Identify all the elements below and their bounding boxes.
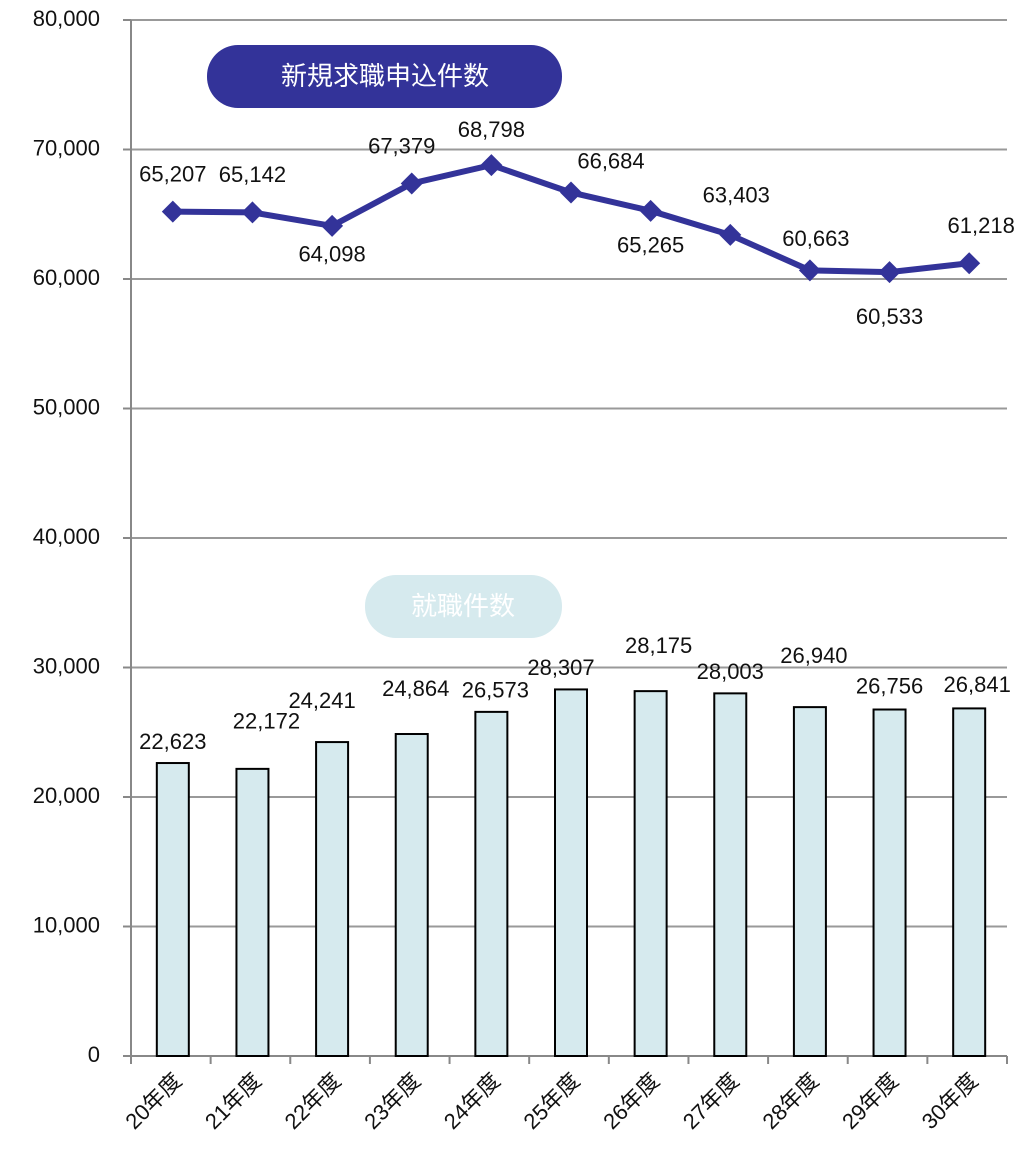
x-tick-label: 29年度 <box>837 1068 903 1134</box>
data-label: 61,218 <box>948 213 1015 238</box>
marker <box>321 214 344 237</box>
data-label: 68,798 <box>458 117 525 142</box>
x-tick-label: 22年度 <box>280 1068 346 1134</box>
legend-box <box>207 45 562 108</box>
data-label: 60,533 <box>856 304 923 329</box>
y-tick-label: 0 <box>88 1042 100 1067</box>
bar <box>155 762 190 1058</box>
marker <box>958 252 981 275</box>
data-label: 26,841 <box>944 672 1011 697</box>
legend-label: 新規求職申込件数 <box>281 61 489 91</box>
bar <box>474 710 509 1057</box>
bar <box>633 690 668 1057</box>
data-label: 65,265 <box>617 233 684 258</box>
marker <box>480 154 503 177</box>
x-tick-label: 21年度 <box>200 1068 266 1134</box>
marker <box>161 200 184 223</box>
data-label: 28,307 <box>527 655 594 680</box>
data-label: 28,003 <box>697 659 764 684</box>
data-label: 26,940 <box>780 643 847 668</box>
y-tick-label: 30,000 <box>33 653 100 678</box>
data-label: 26,756 <box>856 673 923 698</box>
data-label: 65,207 <box>139 161 206 186</box>
marker <box>560 181 582 204</box>
data-label: 22,623 <box>139 729 206 754</box>
data-label: 63,403 <box>703 183 770 208</box>
data-label: 22,172 <box>233 709 300 734</box>
marker <box>878 261 901 284</box>
y-tick-label: 70,000 <box>33 135 100 160</box>
data-label: 60,663 <box>782 226 849 251</box>
data-label: 24,241 <box>288 688 355 713</box>
x-tick-label: 30年度 <box>917 1068 983 1134</box>
data-label: 65,142 <box>219 162 286 187</box>
y-tick-label: 20,000 <box>33 783 100 808</box>
bar <box>792 706 827 1057</box>
bar <box>394 733 429 1057</box>
bar <box>235 767 270 1058</box>
line <box>172 161 970 276</box>
marker <box>400 172 423 195</box>
x-tick-label: 26年度 <box>598 1068 664 1134</box>
data-label: 66,684 <box>577 148 644 173</box>
x-tick-label: 20年度 <box>120 1068 186 1134</box>
marker <box>798 259 821 282</box>
legend-label: 就職件数 <box>411 591 515 621</box>
bar <box>713 692 748 1057</box>
x-tick-label: 27年度 <box>678 1068 744 1134</box>
data-label: 26,573 <box>462 678 529 703</box>
bar <box>952 707 987 1057</box>
data-label: 24,864 <box>382 676 449 701</box>
bar <box>315 741 350 1057</box>
data-label: 67,379 <box>368 133 435 158</box>
x-tick-label: 28年度 <box>757 1068 823 1134</box>
marker <box>639 199 662 222</box>
x-tick-label: 23年度 <box>359 1068 425 1134</box>
legend-box <box>365 575 562 638</box>
y-tick-label: 40,000 <box>33 524 100 549</box>
y-tick-label: 10,000 <box>33 912 100 937</box>
bar <box>872 708 907 1058</box>
data-label: 28,175 <box>625 633 692 658</box>
y-tick-label: 50,000 <box>33 394 100 419</box>
bar <box>554 688 588 1058</box>
data-label: 64,098 <box>298 242 365 267</box>
y-tick-label: 60,000 <box>33 265 100 290</box>
y-tick-label: 80,000 <box>33 6 100 31</box>
x-tick-label: 25年度 <box>519 1068 585 1134</box>
x-tick-label: 24年度 <box>439 1068 505 1134</box>
marker <box>241 201 264 224</box>
marker <box>719 223 742 246</box>
